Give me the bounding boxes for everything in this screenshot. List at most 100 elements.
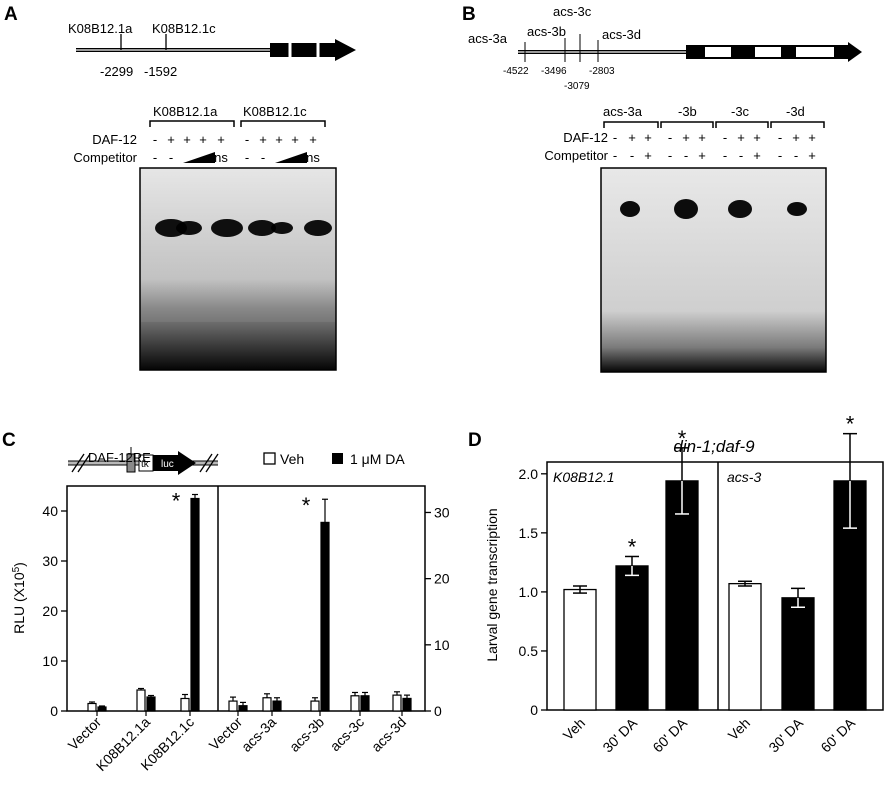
x-tick-label: Vector bbox=[65, 714, 105, 754]
site-acs-3d-label: acs-3d bbox=[602, 27, 641, 42]
x-tick-label: 60' DA bbox=[817, 714, 858, 755]
gel-band bbox=[304, 220, 332, 236]
lane-symbol: ns bbox=[214, 150, 228, 165]
reporter-construct-diagram: DAF-12RE tk luc bbox=[68, 447, 219, 475]
y-tick-label: 40 bbox=[42, 503, 58, 519]
bar bbox=[563, 588, 597, 711]
bar-da bbox=[97, 706, 107, 712]
daf12-row-label: DAF-12 bbox=[563, 130, 608, 145]
bar-da bbox=[146, 696, 156, 712]
bar-veh bbox=[262, 697, 272, 712]
gel-group-label: K08B12.1c bbox=[243, 104, 307, 119]
bar bbox=[665, 480, 699, 711]
lane-symbol: + bbox=[737, 130, 745, 145]
lane-symbol: + bbox=[698, 148, 706, 163]
panel-a-gene-diagram: K08B12.1a K08B12.1c -2299 -1592 bbox=[68, 21, 356, 79]
lane-symbol: - bbox=[153, 132, 157, 147]
bar-veh bbox=[136, 689, 146, 712]
lane-symbol: + bbox=[275, 132, 283, 147]
x-tick-label: acs-3b bbox=[286, 714, 327, 755]
site-acs-3d-pos: -2803 bbox=[589, 66, 615, 77]
lane-symbol: - bbox=[739, 148, 743, 163]
bar-veh bbox=[392, 694, 402, 712]
lane-symbol: - bbox=[153, 150, 157, 165]
gel-band bbox=[728, 200, 752, 218]
significance-star: * bbox=[846, 412, 855, 437]
gel-group-label: -3b bbox=[678, 104, 697, 119]
legend-veh-swatch bbox=[263, 452, 276, 465]
lane-symbol: - bbox=[778, 148, 782, 163]
lane-symbol: - bbox=[245, 150, 249, 165]
y-tick-label: 10 bbox=[434, 637, 450, 653]
site-acs-3a-pos: -4522 bbox=[503, 66, 529, 77]
site-acs-3b-label: acs-3b bbox=[527, 24, 566, 39]
chart-title: din-1;daf-9 bbox=[673, 437, 755, 456]
lane-symbol: - bbox=[723, 130, 727, 145]
lane-symbol: + bbox=[644, 130, 652, 145]
y-tick-label: 30 bbox=[42, 553, 58, 569]
subchart-label-right: acs-3 bbox=[727, 469, 761, 485]
lane-symbol: + bbox=[644, 148, 652, 163]
panel-b-gel-header: acs-3a -3b -3c -3d DAF-12 Competitor - + +… bbox=[544, 104, 825, 163]
lane-symbol: + bbox=[217, 132, 225, 147]
gel-group-label: -3c bbox=[731, 104, 750, 119]
lane-symbol: - bbox=[668, 148, 672, 163]
bar bbox=[615, 565, 649, 711]
site-k08b12-1c-label: K08B12.1c bbox=[152, 21, 216, 36]
lane-symbol: + bbox=[183, 132, 191, 147]
luc-label: luc bbox=[161, 459, 174, 470]
y-tick-label: 2.0 bbox=[519, 466, 539, 482]
competitor-gradient-wedge bbox=[275, 152, 307, 163]
bar-da bbox=[272, 700, 282, 712]
lane-symbol: + bbox=[808, 148, 816, 163]
bar-da bbox=[402, 697, 412, 712]
legend-da-label: 1 μM DA bbox=[350, 451, 405, 467]
competitor-gradient-wedge bbox=[183, 152, 215, 163]
lane-symbol: + bbox=[682, 130, 690, 145]
significance-star: * bbox=[628, 534, 637, 559]
gel-band bbox=[674, 199, 698, 219]
significance-star: * bbox=[302, 493, 311, 518]
y-tick-label: 1.5 bbox=[519, 525, 539, 541]
bar bbox=[728, 582, 762, 711]
gel-group-label: acs-3a bbox=[603, 104, 643, 119]
gel-band bbox=[211, 219, 243, 237]
panel-b-gel bbox=[600, 167, 827, 373]
lane-symbol: - bbox=[794, 148, 798, 163]
site-k08b12-1c-pos: -1592 bbox=[144, 64, 177, 79]
lane-symbol: - bbox=[778, 130, 782, 145]
lane-symbol: + bbox=[753, 148, 761, 163]
lane-symbol: + bbox=[167, 132, 175, 147]
panel-b-letter: B bbox=[462, 4, 476, 25]
gel-band bbox=[248, 220, 276, 236]
lane-symbol: - bbox=[613, 148, 617, 163]
gel-band bbox=[155, 219, 187, 237]
y-tick-label: 1.0 bbox=[519, 584, 539, 600]
lane-symbol: + bbox=[628, 130, 636, 145]
lane-symbol: + bbox=[808, 130, 816, 145]
x-tick-label: Veh bbox=[725, 715, 753, 743]
lane-symbol: ns bbox=[306, 150, 320, 165]
lane-symbol: - bbox=[245, 132, 249, 147]
panel-a-letter: A bbox=[4, 4, 18, 25]
site-acs-3b-pos: -3496 bbox=[541, 66, 567, 77]
lane-symbol: - bbox=[613, 130, 617, 145]
x-tick-label: 30' DA bbox=[765, 714, 806, 755]
gel-group-label: -3d bbox=[786, 104, 805, 119]
competitor-row-label: Competitor bbox=[544, 148, 608, 163]
bar-da bbox=[190, 497, 200, 712]
daf12-row-label: DAF-12 bbox=[92, 132, 137, 147]
gel-group-label: K08B12.1a bbox=[153, 104, 218, 119]
panel-c-chart: RLU (X105) 0102030400102030VectorK08B12.… bbox=[11, 485, 450, 774]
site-acs-3c-pos: -3079 bbox=[564, 81, 590, 92]
y-tick-label: 0.5 bbox=[519, 643, 539, 659]
lane-symbol: - bbox=[723, 148, 727, 163]
significance-star: * bbox=[678, 426, 687, 451]
x-tick-label: Vector bbox=[206, 714, 246, 754]
site-acs-3c-label: acs-3c bbox=[553, 4, 592, 19]
site-k08b12-1a-label: K08B12.1a bbox=[68, 21, 133, 36]
y-axis-label: Larval gene transcription bbox=[484, 508, 500, 661]
bar-veh bbox=[87, 702, 97, 712]
y-tick-label: 0 bbox=[530, 702, 538, 718]
